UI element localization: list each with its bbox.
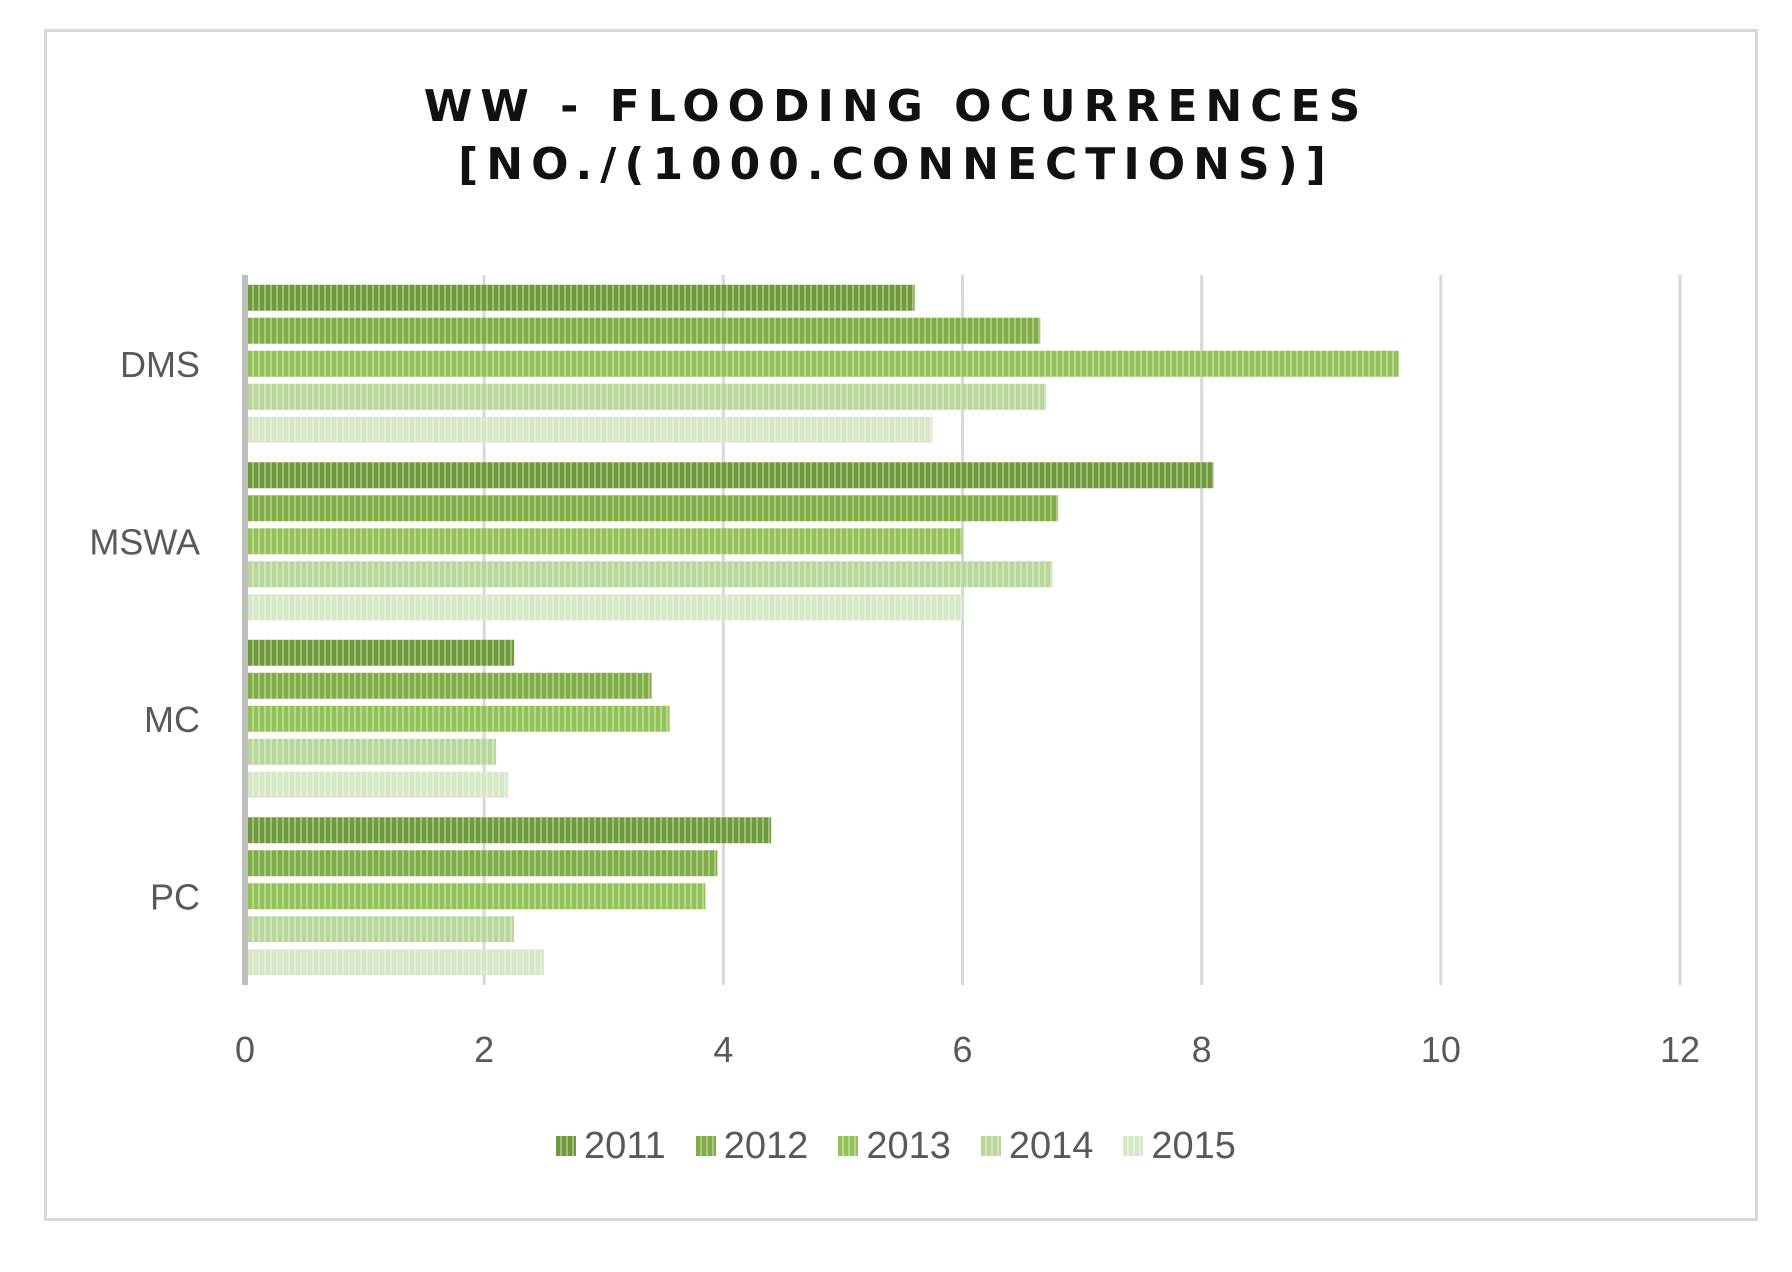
legend-item-2014: 2014	[980, 1124, 1094, 1168]
x-tick-label-10: 10	[1421, 1029, 1461, 1070]
legend-swatch-2014	[980, 1136, 1001, 1156]
chart-frame	[44, 29, 1758, 1221]
x-tick-label-0: 0	[235, 1029, 255, 1070]
bar-pc-2015	[248, 949, 544, 976]
category-label-mc: MC	[144, 699, 200, 740]
bar-mswa-2013	[248, 528, 963, 555]
bar-mswa-2015	[248, 594, 963, 621]
bar-mc-2014	[248, 738, 497, 765]
bar-mc-2012	[248, 672, 652, 699]
chart-title: WW - FLOODING OCURRENCES [NO./(1000.CONN…	[0, 78, 1792, 194]
legend-label-2011: 2011	[584, 1124, 666, 1167]
bar-pc-2011	[248, 817, 772, 844]
legend: 2011 2012 2013 2014 2015	[0, 1118, 1792, 1174]
bar-mc-2011	[248, 639, 515, 666]
legend-item-2012: 2012	[695, 1124, 809, 1168]
bar-pc-2013	[248, 883, 706, 910]
bar-dms-2011	[248, 284, 915, 311]
legend-item-2013: 2013	[838, 1125, 951, 1168]
x-tick-label-4: 4	[713, 1029, 733, 1070]
bar-dms-2012	[248, 317, 1041, 344]
bar-pc-2014	[248, 916, 515, 943]
chart-title-line-2: [NO./(1000.CONNECTIONS)]	[458, 139, 1334, 190]
bar-dms-2015	[248, 416, 933, 443]
category-label-mswa: MSWA	[89, 521, 200, 562]
category-label-pc: PC	[150, 876, 200, 917]
legend-label-2014: 2014	[1008, 1124, 1094, 1167]
x-tick-label-12: 12	[1660, 1029, 1700, 1070]
x-tick-label-2: 2	[474, 1029, 494, 1070]
bar-mswa-2014	[248, 561, 1053, 588]
legend-label-2013: 2013	[866, 1124, 951, 1167]
legend-swatch-2015	[1123, 1136, 1144, 1156]
x-tick-label-8: 8	[1192, 1029, 1212, 1070]
bar-dms-2014	[248, 383, 1047, 410]
category-label-dms: DMS	[120, 344, 200, 385]
bar-mswa-2012	[248, 495, 1059, 522]
chart-title-line-1: WW - FLOODING OCURRENCES	[423, 81, 1369, 132]
axes: 0 2 4 6 8 10 12 DMS MSWA MC PC	[89, 275, 1700, 1070]
bar-mswa-2011	[248, 462, 1214, 489]
bar-mc-2013	[248, 705, 670, 732]
gridlines	[482, 275, 1682, 985]
legend-label-2012: 2012	[723, 1124, 809, 1167]
bars	[248, 284, 1399, 976]
bar-dms-2013	[248, 350, 1399, 377]
legend-swatch-2011	[556, 1136, 577, 1156]
legend-label-2015: 2015	[1151, 1124, 1236, 1167]
legend-swatch-2013	[838, 1136, 859, 1156]
legend-item-2011: 2011	[556, 1125, 666, 1168]
legend-swatch-2012	[695, 1136, 716, 1156]
legend-item-2015: 2015	[1123, 1125, 1236, 1168]
x-tick-label-6: 6	[952, 1029, 972, 1070]
bar-mc-2015	[248, 771, 509, 798]
bar-pc-2012	[248, 850, 718, 877]
